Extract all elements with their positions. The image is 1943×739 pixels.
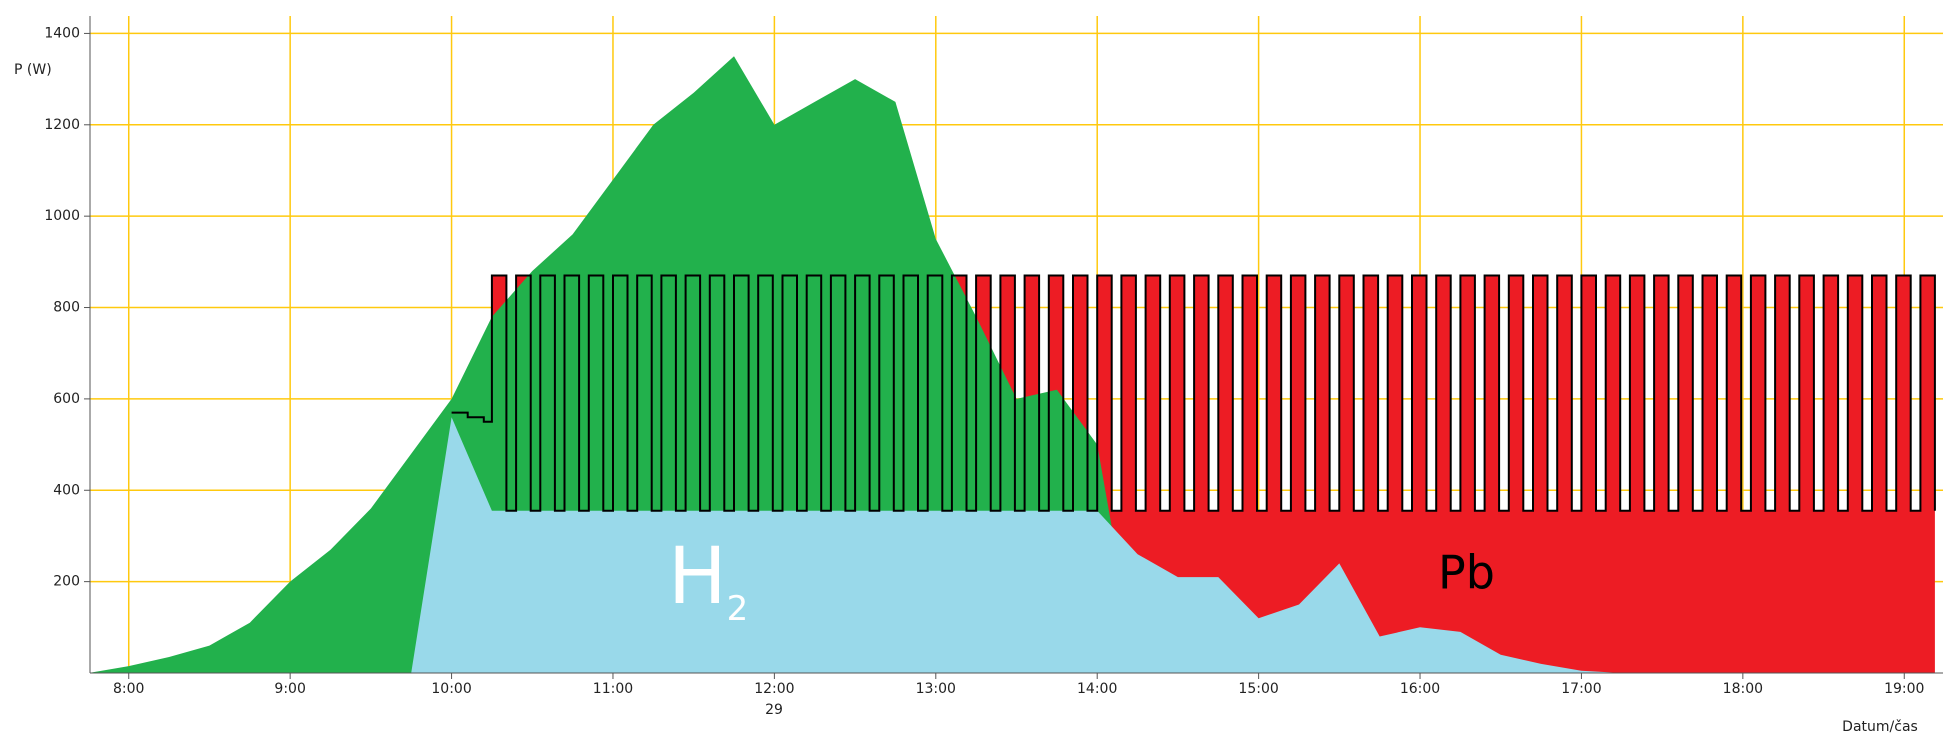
x-tick-label: 11:00 xyxy=(593,681,633,697)
y-tick-label: 800 xyxy=(53,300,80,316)
x-tick-label: 15:00 xyxy=(1238,681,1278,697)
line xyxy=(451,274,1936,512)
x-tick-label: 16:00 xyxy=(1400,681,1440,697)
y-tick-label: 400 xyxy=(53,482,80,498)
x-tick-label: 9:00 xyxy=(274,681,305,697)
x-axis-label: Datum/čas xyxy=(1842,719,1918,735)
date-label: 29 xyxy=(765,702,783,718)
annotation-subscript: 2 xyxy=(727,589,749,629)
x-tick-label: 19:00 xyxy=(1884,681,1924,697)
y-tick-label: 200 xyxy=(53,574,80,590)
x-tick-label: 10:00 xyxy=(431,681,471,697)
annotation-text: H xyxy=(668,532,727,622)
annotation-pb: Pb xyxy=(1438,546,1495,600)
x-tick-label: 17:00 xyxy=(1561,681,1601,697)
axes: 200 400 600 800 1000 1200 1400 8:00 9:00 10:00 11:… xyxy=(44,16,1943,697)
y-tick-label: 1000 xyxy=(44,208,80,224)
area xyxy=(90,417,1943,673)
x-tick-label: 14:00 xyxy=(1077,681,1117,697)
plot-area xyxy=(90,56,1943,673)
y-tick-label: 600 xyxy=(53,391,80,407)
x-tick-label: 12:00 xyxy=(754,681,794,697)
y-tick-label: 1400 xyxy=(44,25,80,41)
x-tick-label: 18:00 xyxy=(1723,681,1763,697)
y-tick-label: 1200 xyxy=(44,117,80,133)
y-axis-label: P (W) xyxy=(14,62,52,78)
annotation-h2: H2 xyxy=(668,532,748,628)
x-tick-label: 8:00 xyxy=(113,681,144,697)
x-tick-label: 13:00 xyxy=(916,681,956,697)
